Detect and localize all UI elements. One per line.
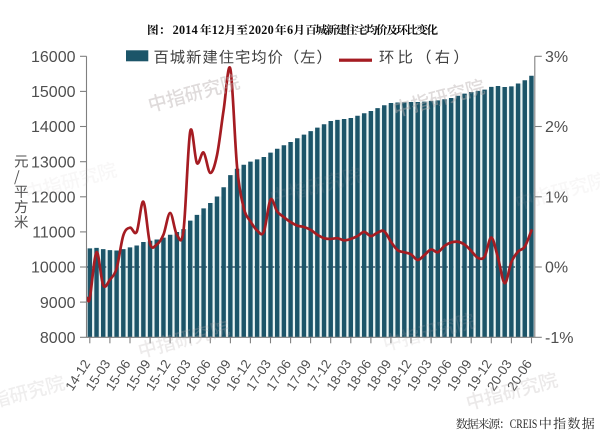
svg-text:CREIS: CREIS [510, 417, 538, 431]
svg-text:3%: 3% [545, 49, 568, 66]
svg-text:10000: 10000 [31, 260, 76, 277]
svg-text:8000: 8000 [40, 330, 76, 347]
svg-text:2020: 2020 [249, 23, 274, 37]
svg-text:9000: 9000 [40, 295, 76, 312]
svg-text:11000: 11000 [32, 225, 75, 242]
svg-text:-1%: -1% [545, 330, 573, 347]
svg-text:2014: 2014 [173, 23, 198, 37]
svg-text:6: 6 [287, 23, 293, 37]
svg-text:13000: 13000 [31, 154, 76, 171]
svg-text:15000: 15000 [31, 84, 76, 101]
svg-text:12000: 12000 [31, 190, 76, 207]
svg-text:2%: 2% [545, 119, 568, 136]
svg-text:16000: 16000 [31, 49, 76, 66]
svg-text:0%: 0% [545, 260, 568, 277]
svg-text:12: 12 [212, 23, 225, 37]
svg-text:14000: 14000 [31, 119, 76, 136]
